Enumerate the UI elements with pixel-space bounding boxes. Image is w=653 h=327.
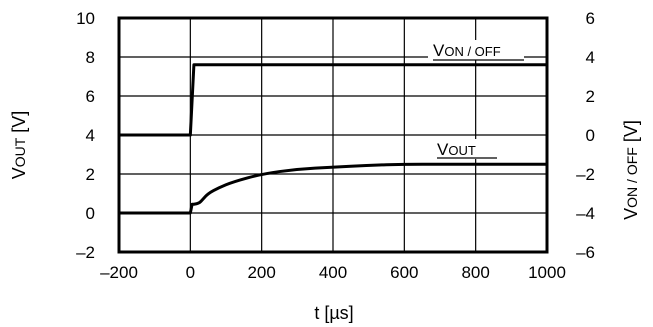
x-tick-label: 200	[247, 263, 275, 282]
x-tick-label: 400	[319, 263, 347, 282]
x-axis-label: t [µs]	[314, 303, 353, 323]
series-line-von-off	[119, 63, 547, 137]
series-line-vout	[119, 162, 547, 215]
y-axis-right-label: VON / OFF [V]	[621, 120, 641, 220]
series-layer	[119, 63, 547, 215]
von-off-label-background	[428, 40, 524, 60]
y-right-tick-label: 4	[586, 48, 595, 67]
y-left-tick-label: 6	[86, 87, 95, 106]
y-left-tick-label: 8	[86, 48, 95, 67]
series-label-von-off: VON / OFF	[433, 41, 501, 60]
y-left-tick-label: 2	[86, 165, 95, 184]
y-left-tick-label: 4	[86, 126, 95, 145]
vout-label-background	[432, 139, 498, 159]
y-axis-left-label: VOUT [V]	[9, 111, 29, 180]
x-tick-label: –200	[100, 263, 138, 282]
left-axis-tick-labels: –2 0 2 4 6 8 10	[76, 9, 95, 262]
x-tick-label: 1000	[528, 263, 566, 282]
y-left-tick-label: –2	[76, 243, 95, 262]
x-tick-label: 0	[186, 263, 195, 282]
series-label-vout: VOUT	[437, 140, 476, 159]
x-axis-tick-labels: –200 0 200 400 600 800 1000	[100, 263, 566, 282]
right-axis-tick-labels: –6 –4 –2 0 2 4 6	[576, 9, 595, 262]
y-right-tick-label: 2	[586, 87, 595, 106]
y-right-tick-label: –4	[576, 204, 595, 223]
y-right-tick-label: 0	[586, 126, 595, 145]
x-tick-label: 800	[461, 263, 489, 282]
y-right-tick-label: –2	[576, 165, 595, 184]
y-left-tick-label: 10	[76, 9, 95, 28]
y-right-tick-label: 6	[586, 9, 595, 28]
x-tick-label: 600	[390, 263, 418, 282]
y-left-tick-label: 0	[86, 204, 95, 223]
y-right-tick-label: –6	[576, 243, 595, 262]
